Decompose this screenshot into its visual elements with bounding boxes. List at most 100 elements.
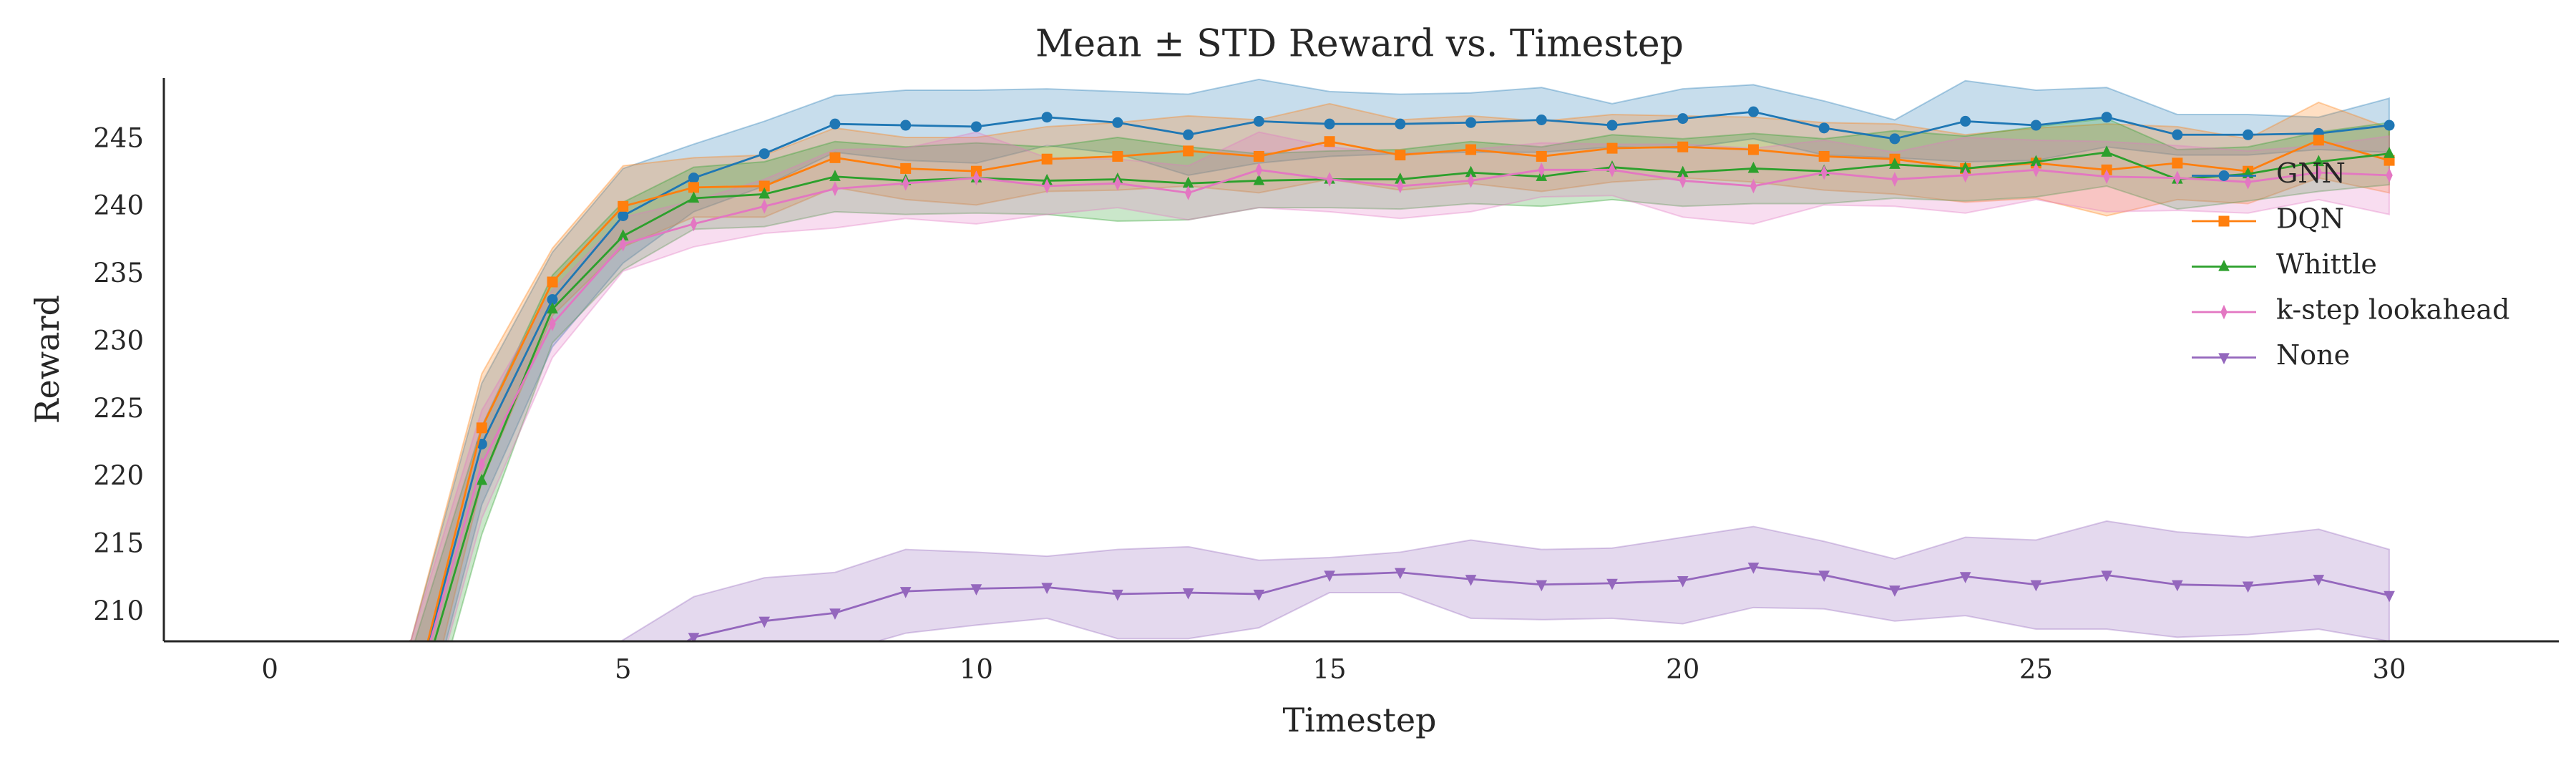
data-point — [2313, 575, 2325, 586]
data-point — [2101, 145, 2112, 157]
y-tick-label: 215 — [93, 528, 144, 559]
data-point — [1041, 112, 1053, 123]
data-point — [1677, 113, 1689, 125]
data-point — [1677, 141, 1689, 152]
x-axis-label: Timestep — [1283, 701, 1437, 739]
data-point — [829, 608, 841, 620]
data-point — [2313, 135, 2324, 146]
data-point — [1818, 122, 1830, 134]
legend-label: Whittle — [2276, 248, 2377, 280]
data-point — [1538, 162, 1546, 178]
data-point — [1465, 117, 1477, 128]
x-tick-label: 5 — [615, 654, 632, 685]
data-point — [1253, 589, 1265, 601]
data-point — [899, 587, 912, 598]
data-point — [1182, 588, 1194, 600]
data-point — [1747, 144, 1759, 155]
legend-label: k-step lookahead — [2276, 294, 2509, 326]
data-point — [1606, 120, 1618, 131]
data-point — [688, 182, 699, 193]
data-point — [1960, 115, 1971, 127]
std-band — [407, 101, 2391, 641]
data-point — [408, 701, 414, 714]
data-point — [2315, 165, 2323, 180]
data-point — [620, 236, 627, 252]
chart-title: Mean ± STD Reward vs. Timestep — [1035, 23, 1684, 66]
x-tick-label: 10 — [960, 654, 993, 685]
data-point — [547, 276, 558, 288]
x-tick-label: 20 — [1666, 654, 1699, 685]
data-point — [476, 422, 487, 434]
data-point — [1536, 115, 1547, 126]
data-point — [2386, 167, 2393, 183]
data-point — [2244, 175, 2252, 190]
data-point — [1397, 178, 1404, 194]
data-point — [1324, 570, 1335, 583]
data-point — [761, 198, 768, 214]
data-point — [1889, 157, 1901, 169]
data-point — [902, 175, 909, 191]
data-point — [1606, 142, 1618, 154]
data-point — [476, 473, 488, 485]
data-point — [1536, 580, 1548, 592]
data-point — [2030, 120, 2041, 131]
legend-label: GNN — [2276, 157, 2346, 189]
y-tick-label: 220 — [93, 460, 144, 491]
data-point — [2384, 590, 2395, 603]
data-point — [1818, 150, 1830, 162]
data-point — [1959, 572, 1971, 583]
data-point — [1750, 178, 1757, 194]
data-point — [1041, 153, 1053, 165]
data-point — [2174, 170, 2181, 185]
y-tick-label: 240 — [93, 190, 144, 221]
data-point — [1889, 133, 1901, 145]
data-point — [1324, 118, 1335, 130]
data-point — [547, 302, 558, 313]
std-band — [414, 117, 2391, 641]
data-point — [2242, 581, 2254, 593]
x-tick-label: 15 — [1313, 654, 1347, 685]
y-tick-label: 230 — [93, 325, 144, 356]
data-point — [1679, 173, 1687, 188]
data-point — [1677, 575, 1689, 588]
y-tick-label: 245 — [93, 122, 144, 153]
data-point — [2101, 570, 2112, 583]
data-point — [1114, 175, 1121, 191]
data-point — [1326, 172, 1333, 187]
plot-area — [336, 78, 2395, 753]
data-point — [2243, 129, 2254, 140]
data-point — [2103, 169, 2110, 185]
data-point — [829, 152, 841, 163]
legend-marker — [2218, 259, 2230, 271]
data-point — [1394, 568, 1406, 580]
data-point — [2172, 157, 2183, 169]
data-point — [1536, 150, 1547, 162]
data-point — [2172, 580, 2183, 592]
data-point — [970, 584, 982, 595]
data-point — [1818, 570, 1830, 583]
data-point — [1112, 589, 1123, 601]
y-axis-label: Reward — [28, 295, 67, 424]
data-point — [829, 118, 841, 130]
data-point — [406, 702, 416, 712]
data-point — [758, 148, 770, 160]
data-point — [1820, 165, 1828, 180]
y-tick-label: 210 — [93, 595, 144, 626]
data-point — [2032, 162, 2040, 178]
data-point — [900, 120, 912, 131]
data-point — [2172, 129, 2183, 140]
legend-marker — [2218, 170, 2230, 181]
data-point — [970, 121, 982, 132]
data-point — [336, 743, 346, 753]
data-point — [1043, 178, 1050, 194]
data-point — [1253, 173, 1265, 185]
data-point — [900, 162, 912, 174]
legend-label: DQN — [2276, 203, 2344, 235]
data-point — [1395, 118, 1406, 130]
data-point — [2384, 120, 2395, 131]
data-point — [1747, 161, 1760, 173]
data-point — [1253, 115, 1264, 127]
data-point — [688, 633, 700, 641]
data-point — [618, 200, 629, 212]
